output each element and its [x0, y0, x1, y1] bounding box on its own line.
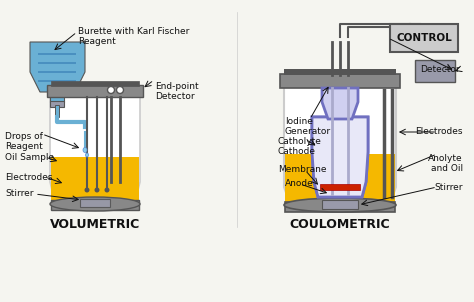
Bar	[51, 200, 139, 210]
Bar	[390, 24, 458, 52]
Polygon shape	[312, 117, 368, 197]
Ellipse shape	[108, 86, 115, 94]
Polygon shape	[51, 157, 139, 202]
Bar	[50, 101, 64, 107]
Bar	[38, 71, 76, 73]
Polygon shape	[30, 42, 85, 92]
Text: VOLUMETRIC: VOLUMETRIC	[50, 217, 140, 230]
Text: Catholyte
Cathode: Catholyte Cathode	[278, 137, 322, 156]
Text: COULOMETRIC: COULOMETRIC	[290, 217, 390, 230]
Bar	[55, 105, 59, 117]
Text: CONTROL: CONTROL	[396, 33, 452, 43]
Text: Stirrer: Stirrer	[5, 189, 34, 198]
Ellipse shape	[85, 153, 89, 157]
Text: Anode: Anode	[285, 179, 314, 188]
Text: Membrane: Membrane	[278, 165, 327, 175]
Text: Electrodes: Electrodes	[5, 172, 53, 182]
Ellipse shape	[117, 86, 124, 94]
Bar	[415, 60, 455, 82]
Bar	[51, 157, 139, 202]
Polygon shape	[322, 88, 358, 119]
Bar	[80, 199, 110, 207]
Bar	[322, 200, 358, 209]
Bar	[50, 90, 64, 102]
Polygon shape	[50, 92, 140, 202]
Text: Burette with Karl Fischer
Reagent: Burette with Karl Fischer Reagent	[78, 27, 190, 47]
Bar	[285, 154, 395, 204]
Text: Iodine
Generator: Iodine Generator	[285, 117, 331, 137]
Bar	[320, 184, 360, 190]
Text: Anolyte
and Oil: Anolyte and Oil	[428, 154, 463, 173]
Ellipse shape	[50, 197, 140, 211]
Ellipse shape	[94, 188, 100, 192]
Ellipse shape	[284, 198, 396, 212]
Bar	[47, 85, 143, 97]
Ellipse shape	[84, 188, 90, 192]
Ellipse shape	[83, 147, 87, 153]
Bar	[284, 69, 396, 75]
Bar	[280, 74, 400, 88]
Bar	[38, 80, 76, 82]
Polygon shape	[312, 117, 368, 197]
Bar	[38, 53, 76, 55]
Ellipse shape	[104, 188, 109, 192]
Text: End-point
Detector: End-point Detector	[155, 82, 199, 101]
Bar	[51, 81, 139, 86]
Text: Electrodes: Electrodes	[416, 127, 463, 137]
Bar	[38, 62, 76, 64]
Text: Detector: Detector	[420, 66, 460, 75]
Text: Stirrer: Stirrer	[435, 182, 463, 191]
Polygon shape	[284, 82, 396, 204]
Bar	[285, 202, 395, 212]
Text: Drops of
Reagent: Drops of Reagent	[5, 132, 43, 151]
Text: Oil Sample: Oil Sample	[5, 153, 54, 162]
